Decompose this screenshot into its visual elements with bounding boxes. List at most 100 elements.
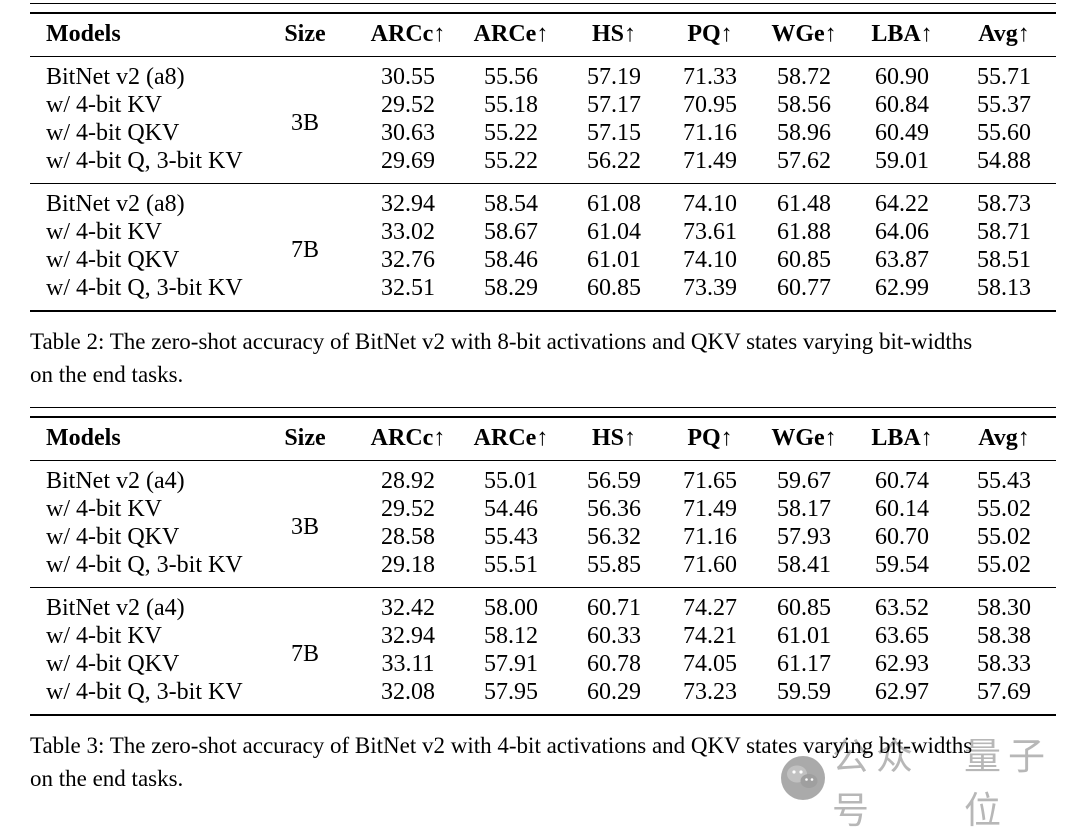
- value-cell: 58.41: [777, 552, 831, 578]
- table-row: BitNet v2 (a8) 7B 32.94 58.54 61.08 74.10 61.4…: [30, 183, 1056, 311]
- value-cell: 60.85: [756, 587, 852, 622]
- value-cell: 74.05: [683, 651, 737, 677]
- value-cell: 58.54: [458, 183, 564, 218]
- table-row: w/ 4-bit Q, 3-bit KV 29.18 55.51 55.85 71.60…: [30, 551, 1056, 588]
- value-cell: 56.22: [587, 148, 641, 174]
- model-cell: BitNet v2 (a4): [46, 468, 185, 494]
- value-cell: 29.69: [381, 148, 435, 174]
- column-header: Size: [252, 417, 358, 461]
- value-cell: 60.14: [875, 496, 929, 522]
- column-header: HS↑: [564, 13, 664, 57]
- value-cell: 70.95: [683, 92, 737, 118]
- value-cell: 58.96: [777, 120, 831, 146]
- value-cell: 61.88: [777, 219, 831, 245]
- column-header: Size: [252, 13, 358, 57]
- value-cell: 61.01: [777, 623, 831, 649]
- value-cell: 60.84: [875, 92, 929, 118]
- value-cell: 28.58: [381, 524, 435, 550]
- value-cell: 62.97: [875, 679, 929, 705]
- value-cell: 62.93: [875, 651, 929, 677]
- value-cell: 55.01: [484, 468, 538, 494]
- value-cell: 55.22: [484, 148, 538, 174]
- value-cell: 56.36: [587, 496, 641, 522]
- value-cell: 28.92: [381, 468, 435, 494]
- model-cell: w/ 4-bit Q, 3-bit KV: [46, 275, 243, 301]
- caption-line: Table 2: The zero-shot accuracy of BitNe…: [30, 329, 973, 354]
- value-cell: 74.21: [683, 623, 737, 649]
- table-row: w/ 4-bit KV 29.52 54.46 56.36 71.49 58.17 60.1…: [30, 495, 1056, 523]
- value-cell: 58.13: [977, 275, 1031, 301]
- column-header: ARCe↑: [458, 13, 564, 57]
- value-cell: 55.43: [484, 524, 538, 550]
- table-row: w/ 4-bit QKV 28.58 55.43 56.32 71.16 57.93 60.…: [30, 523, 1056, 551]
- value-cell: 73.23: [683, 679, 737, 705]
- value-cell: 58.71: [977, 219, 1031, 245]
- value-cell: 55.71: [977, 64, 1031, 90]
- value-cell: 59.67: [777, 468, 831, 494]
- value-cell: 55.85: [587, 552, 641, 578]
- value-cell: 33.11: [381, 651, 435, 677]
- value-cell: 57.93: [777, 524, 831, 550]
- value-cell: 60.77: [777, 275, 831, 301]
- value-cell: 71.33: [683, 64, 737, 90]
- model-cell: w/ 4-bit Q, 3-bit KV: [46, 552, 243, 578]
- value-cell: 74.27: [664, 587, 756, 622]
- value-cell: 61.17: [777, 651, 831, 677]
- value-cell: 55.02: [977, 524, 1031, 550]
- value-cell: 56.32: [587, 524, 641, 550]
- table-2-section: Models Size ARCc↑ ARCe↑ HS↑ PQ↑ WGe↑ LBA↑ Avg↑ Bi…: [30, 3, 1056, 391]
- value-cell: 62.99: [875, 275, 929, 301]
- size-cell: 7B: [252, 587, 358, 715]
- value-cell: 58.38: [977, 623, 1031, 649]
- results-table-8bit: Models Size ARCc↑ ARCe↑ HS↑ PQ↑ WGe↑ LBA↑ Avg↑ Bi…: [30, 12, 1056, 312]
- value-cell: 58.67: [484, 219, 538, 245]
- value-cell: 55.51: [484, 552, 538, 578]
- value-cell: 60.70: [875, 524, 929, 550]
- value-cell: 61.48: [756, 183, 852, 218]
- header-row: Models Size ARCc↑ ARCe↑ HS↑ PQ↑ WGe↑ LBA↑ Avg↑: [30, 417, 1056, 461]
- model-cell: w/ 4-bit QKV: [46, 120, 180, 146]
- value-cell: 55.43: [977, 468, 1031, 494]
- model-cell: w/ 4-bit QKV: [46, 247, 180, 273]
- model-cell: w/ 4-bit QKV: [46, 651, 180, 677]
- column-header: WGe↑: [756, 13, 852, 57]
- table-row: w/ 4-bit KV 32.94 58.12 60.33 74.21 61.01 63.6…: [30, 622, 1056, 650]
- column-header: PQ↑: [664, 417, 756, 461]
- caption-line: on the end tasks.: [30, 766, 184, 791]
- model-cell: w/ 4-bit KV: [46, 623, 162, 649]
- model-cell: w/ 4-bit KV: [46, 92, 162, 118]
- column-header: Avg↑: [952, 13, 1056, 57]
- table-3-caption: Table 3: The zero-shot accuracy of BitNe…: [30, 729, 1070, 795]
- column-header: Avg↑: [952, 417, 1056, 461]
- column-header: ARCc↑: [358, 13, 458, 57]
- value-cell: 54.46: [484, 496, 538, 522]
- value-cell: 57.19: [587, 64, 641, 90]
- table-2-caption: Table 2: The zero-shot accuracy of BitNe…: [30, 325, 1070, 391]
- value-cell: 60.78: [587, 651, 641, 677]
- value-cell: 60.74: [875, 468, 929, 494]
- value-cell: 71.16: [683, 120, 737, 146]
- column-header: HS↑: [564, 417, 664, 461]
- value-cell: 59.59: [777, 679, 831, 705]
- column-header: PQ↑: [664, 13, 756, 57]
- value-cell: 32.94: [358, 183, 458, 218]
- value-cell: 74.10: [683, 247, 737, 273]
- model-cell: w/ 4-bit KV: [46, 219, 162, 245]
- value-cell: 57.69: [977, 679, 1031, 705]
- value-cell: 60.85: [587, 275, 641, 301]
- value-cell: 32.76: [381, 247, 435, 273]
- table-row: w/ 4-bit QKV 32.76 58.46 61.01 74.10 60.85 63.…: [30, 246, 1056, 274]
- value-cell: 60.49: [875, 120, 929, 146]
- value-cell: 64.22: [852, 183, 952, 218]
- value-cell: 33.02: [381, 219, 435, 245]
- value-cell: 55.02: [977, 552, 1031, 578]
- value-cell: 57.62: [777, 148, 831, 174]
- value-cell: 55.22: [484, 120, 538, 146]
- value-cell: 58.73: [952, 183, 1056, 218]
- value-cell: 74.10: [664, 183, 756, 218]
- value-cell: 32.08: [381, 679, 435, 705]
- column-header: WGe↑: [756, 417, 852, 461]
- value-cell: 29.18: [381, 552, 435, 578]
- model-cell: BitNet v2 (a8): [30, 183, 252, 218]
- column-header: ARCe↑: [458, 417, 564, 461]
